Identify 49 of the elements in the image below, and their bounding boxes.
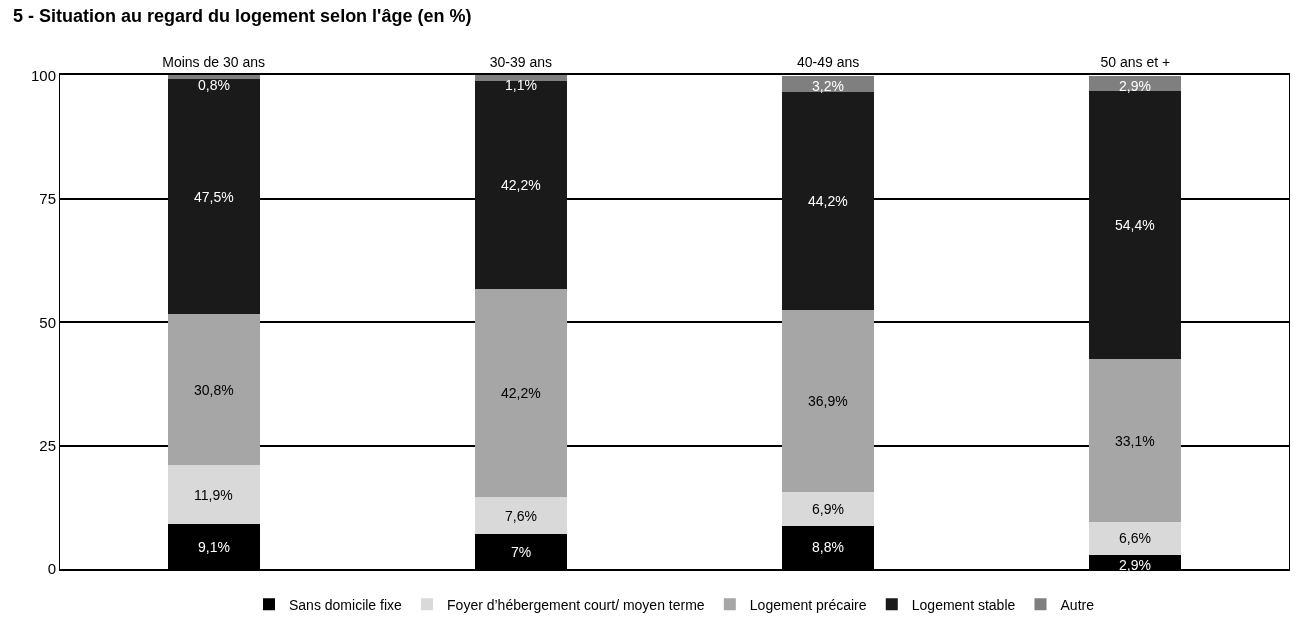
data-label: 9,1% xyxy=(198,539,230,555)
bar xyxy=(167,79,260,314)
y-tick-label: 0 xyxy=(47,560,56,578)
y-tick-label: 100 xyxy=(30,67,56,85)
data-label: 47,5% xyxy=(194,189,234,205)
data-label: 7% xyxy=(511,544,532,560)
legend-label: Logement précaire xyxy=(749,596,867,613)
data-label: 44,2% xyxy=(808,193,848,209)
data-label: 36,9% xyxy=(808,393,848,409)
data-label: 11,9% xyxy=(194,487,233,503)
legend-label: Logement stable xyxy=(911,596,1016,613)
legend-label: Autre xyxy=(1060,596,1095,613)
data-label: 8,8% xyxy=(812,539,844,555)
data-label: 54,4% xyxy=(1115,217,1155,233)
bar xyxy=(167,75,260,80)
bar xyxy=(782,491,875,526)
bar xyxy=(1089,76,1182,91)
legend-label: Foyer d’hébergement court/ moyen terme xyxy=(447,596,705,613)
bar xyxy=(1089,522,1182,555)
bar xyxy=(474,497,567,535)
x-tick-label: 30-39 ans xyxy=(489,54,553,71)
data-label: 0,8% xyxy=(198,77,230,93)
y-tick-label: 25 xyxy=(39,437,56,454)
data-label: 2,9% xyxy=(1119,557,1151,573)
bar xyxy=(167,313,260,466)
bar xyxy=(474,288,567,498)
legend-label: Sans domicile fixe xyxy=(289,596,403,613)
chart-title: 5 - Situation au regard du logement selon l'âge (en %) xyxy=(13,6,472,27)
data-label: 42,2% xyxy=(501,385,541,401)
bar xyxy=(474,75,567,81)
y-tick-label: 50 xyxy=(39,313,56,331)
x-tick-label: 50 ans et + xyxy=(1100,54,1171,71)
bar xyxy=(474,80,567,289)
data-label: 6,6% xyxy=(1119,530,1151,546)
bar xyxy=(1089,358,1182,523)
data-label: 2,9% xyxy=(1119,78,1151,94)
data-label: 6,9% xyxy=(812,501,844,517)
data-label: 30,8% xyxy=(194,382,234,398)
x-tick-label: Moins de 30 ans xyxy=(162,54,265,71)
x-tick-label: 40-49 ans xyxy=(796,54,860,71)
data-label: 3,2% xyxy=(812,78,844,94)
data-label: 42,2% xyxy=(501,177,541,193)
bar xyxy=(167,465,260,525)
data-label: 7,6% xyxy=(505,508,537,524)
bar xyxy=(782,91,875,310)
data-label: 33,1% xyxy=(1115,433,1155,449)
y-tick-label: 75 xyxy=(39,190,56,208)
bar xyxy=(782,309,875,492)
data-label: 1,1% xyxy=(505,77,537,93)
